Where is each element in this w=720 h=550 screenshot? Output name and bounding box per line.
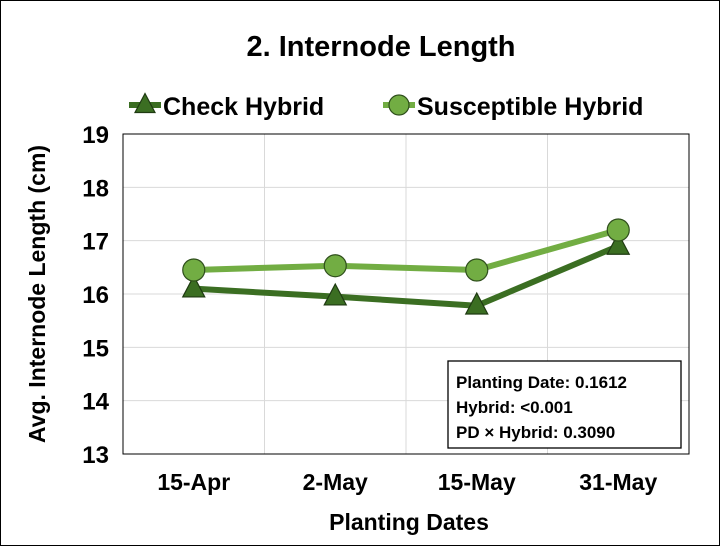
data-point <box>465 258 489 282</box>
legend-marker <box>134 92 156 114</box>
data-point <box>323 254 347 278</box>
y-tick-label: 14 <box>82 389 109 416</box>
y-tick-label: 15 <box>82 335 109 362</box>
legend-label: Susceptible Hybrid <box>417 93 643 121</box>
x-axis-label: Planting Dates <box>329 509 489 535</box>
gridlines <box>123 134 689 454</box>
stats-line-2: Hybrid: <0.001 <box>456 398 573 417</box>
x-tick-label: 2-May <box>303 469 368 495</box>
series-susceptible-hybrid <box>182 218 630 282</box>
y-axis-ticks: 13 14 15 16 17 18 19 <box>82 122 109 469</box>
stats-line-3: PD × Hybrid: 0.3090 <box>456 423 615 442</box>
data-point <box>606 218 630 242</box>
y-tick-label: 13 <box>82 442 109 469</box>
series-line <box>193 243 620 309</box>
y-tick-label: 16 <box>82 282 109 309</box>
y-tick-label: 17 <box>82 229 109 256</box>
legend-item: Check Hybrid <box>129 92 324 121</box>
x-tick-label: 15-Apr <box>157 469 230 495</box>
series-line <box>193 227 620 273</box>
data-point <box>182 258 206 282</box>
legend-item: Susceptible Hybrid <box>383 93 643 121</box>
data-point <box>606 232 631 255</box>
legend-label: Check Hybrid <box>163 93 324 121</box>
y-tick-label: 18 <box>82 175 109 202</box>
x-axis-ticks: 15-Apr 2-May 15-May 31-May <box>157 469 657 495</box>
stats-box-border <box>447 360 682 449</box>
legend: Check Hybrid Susceptible Hybrid <box>129 92 643 121</box>
series-layer <box>181 218 631 315</box>
y-tick-label: 19 <box>82 122 109 149</box>
series-check-hybrid <box>181 232 631 315</box>
stats-box: Planting Date: 0.1612 Hybrid: <0.001 PD … <box>447 360 682 449</box>
data-point <box>181 274 206 298</box>
x-tick-label: 15-May <box>438 469 516 495</box>
plot-area <box>122 133 690 455</box>
x-tick-label: 31-May <box>579 469 657 495</box>
legend-marker <box>388 94 410 116</box>
y-axis-label: Avg. Internode Length (cm) <box>24 145 50 443</box>
chart-title: 2. Internode Length <box>246 31 515 63</box>
data-point <box>323 282 348 306</box>
data-point <box>464 291 489 315</box>
stats-line-1: Planting Date: 0.1612 <box>456 373 627 392</box>
